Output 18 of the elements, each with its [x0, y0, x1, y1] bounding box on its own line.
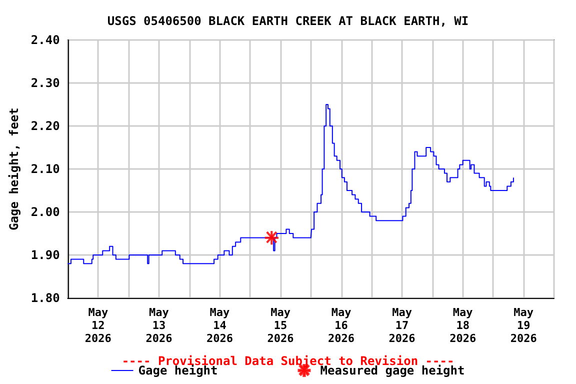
y-tick-label: 2.10	[30, 162, 60, 176]
x-tick-label: May 14 2026	[206, 306, 234, 345]
y-axis-title: Gage height, feet	[7, 108, 21, 230]
x-tick-label: May 19 2026	[510, 306, 538, 345]
y-tick-label: 2.20	[30, 119, 60, 133]
y-tick-label: 2.30	[30, 76, 60, 90]
y-tick-label: 1.90	[30, 248, 60, 262]
x-tick-label: May 18 2026	[450, 306, 476, 345]
x-tick-label: May 13 2026	[146, 306, 173, 345]
x-tick-label: May 17 2026	[388, 306, 416, 345]
x-tick-label: May 12 2026	[84, 306, 112, 345]
chart-title: USGS 05406500 BLACK EARTH CREEK AT BLACK EARTH, WI	[107, 14, 469, 28]
legend-label: Gage height	[138, 364, 218, 378]
x-tick-label: May 15 2026	[267, 306, 294, 345]
y-tick-label: 2.40	[30, 33, 60, 47]
y-tick-label: 2.00	[30, 205, 60, 219]
y-tick-label: 1.80	[30, 291, 60, 305]
x-tick-label: May 16 2026	[328, 306, 355, 345]
